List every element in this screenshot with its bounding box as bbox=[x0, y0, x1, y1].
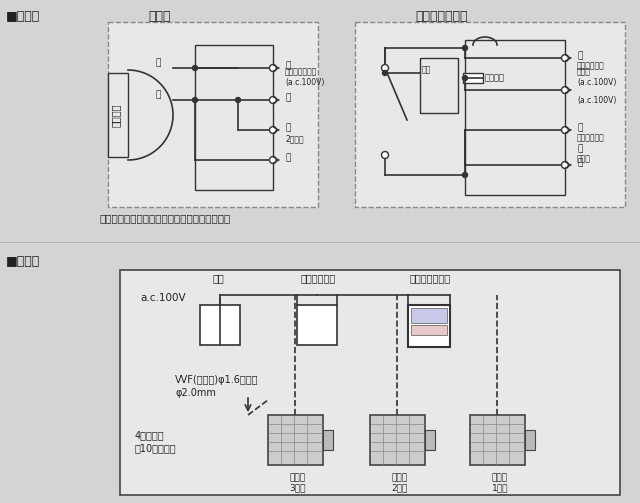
Bar bbox=[0, 0, 640, 245]
Text: a.c.100V: a.c.100V bbox=[140, 293, 186, 303]
Circle shape bbox=[561, 126, 568, 133]
Bar bbox=[525, 430, 535, 450]
Circle shape bbox=[193, 98, 198, 103]
Text: 漏電ブレーカ: 漏電ブレーカ bbox=[300, 273, 335, 283]
Bar bbox=[470, 415, 525, 465]
Text: 電　源
(a.c.100V): 電 源 (a.c.100V) bbox=[577, 67, 616, 87]
Bar bbox=[120, 270, 620, 495]
Circle shape bbox=[236, 98, 241, 103]
Bar bbox=[355, 22, 625, 207]
Text: 黒（活線側）: 黒（活線側） bbox=[577, 61, 605, 70]
Text: VVF(市販品)φ1.6または: VVF(市販品)φ1.6または bbox=[175, 375, 259, 385]
Text: ■配線図: ■配線図 bbox=[6, 255, 40, 268]
Text: 黒: 黒 bbox=[285, 61, 291, 70]
Circle shape bbox=[561, 87, 568, 94]
Text: φ2.0mm: φ2.0mm bbox=[175, 388, 216, 398]
Bar bbox=[408, 305, 450, 347]
Text: 換気扇
1台目: 換気扇 1台目 bbox=[492, 473, 508, 492]
Text: （10台まで）: （10台まで） bbox=[135, 443, 177, 453]
Text: 黒: 黒 bbox=[285, 153, 291, 162]
Circle shape bbox=[269, 64, 276, 71]
Text: ヒューズ: ヒューズ bbox=[485, 73, 505, 82]
Text: 白（接地側）: 白（接地側） bbox=[577, 133, 605, 142]
Circle shape bbox=[269, 126, 276, 133]
Circle shape bbox=[269, 97, 276, 104]
Text: 白: 白 bbox=[285, 94, 291, 103]
Bar bbox=[323, 430, 333, 450]
Text: (a.c.100V): (a.c.100V) bbox=[577, 96, 616, 105]
Text: タイムスイッチ: タイムスイッチ bbox=[410, 273, 451, 283]
Bar bbox=[411, 308, 447, 323]
Text: 白: 白 bbox=[155, 91, 161, 100]
Text: 2台目へ: 2台目へ bbox=[285, 134, 303, 143]
Bar bbox=[200, 305, 240, 345]
Bar bbox=[463, 73, 483, 83]
Circle shape bbox=[463, 173, 467, 178]
Text: ■結線図: ■結線図 bbox=[6, 10, 40, 23]
Text: 換気扇: 換気扇 bbox=[148, 10, 170, 23]
Text: 回路: 回路 bbox=[422, 65, 431, 74]
Bar bbox=[108, 73, 128, 157]
Bar bbox=[195, 45, 273, 190]
Bar bbox=[465, 40, 565, 195]
Circle shape bbox=[381, 64, 388, 71]
Text: 破線部分の結線は現地にて施工してください。: 破線部分の結線は現地にて施工してください。 bbox=[100, 213, 231, 223]
Text: タイムスイッチ
(a.c.100V): タイムスイッチ (a.c.100V) bbox=[285, 67, 324, 87]
Circle shape bbox=[193, 65, 198, 70]
Bar bbox=[411, 325, 447, 335]
Circle shape bbox=[463, 45, 467, 50]
Text: 換気扇
3台目: 換気扇 3台目 bbox=[290, 473, 307, 492]
Circle shape bbox=[269, 156, 276, 163]
Text: モーター: モーター bbox=[111, 103, 121, 127]
Text: 白: 白 bbox=[285, 124, 291, 132]
Text: 黒: 黒 bbox=[577, 51, 582, 60]
Bar bbox=[108, 22, 318, 207]
Text: 黒: 黒 bbox=[577, 158, 582, 167]
Text: タイムスイッチ: タイムスイッチ bbox=[415, 10, 467, 23]
Circle shape bbox=[463, 75, 467, 80]
Circle shape bbox=[561, 161, 568, 169]
Text: 換気扇: 換気扇 bbox=[577, 154, 591, 163]
Circle shape bbox=[383, 70, 387, 75]
Text: 白: 白 bbox=[577, 124, 582, 132]
Bar bbox=[297, 305, 337, 345]
Bar bbox=[268, 415, 323, 465]
Text: 黒: 黒 bbox=[155, 58, 161, 67]
Circle shape bbox=[561, 54, 568, 61]
Circle shape bbox=[381, 151, 388, 158]
Bar bbox=[425, 430, 435, 450]
Bar bbox=[370, 415, 425, 465]
Bar bbox=[420, 58, 458, 113]
Text: 電源: 電源 bbox=[212, 273, 224, 283]
Text: 4台目以降: 4台目以降 bbox=[135, 430, 164, 440]
Bar bbox=[0, 248, 640, 503]
Text: 白: 白 bbox=[577, 144, 582, 153]
Text: 換気扇
2台目: 換気扇 2台目 bbox=[392, 473, 408, 492]
